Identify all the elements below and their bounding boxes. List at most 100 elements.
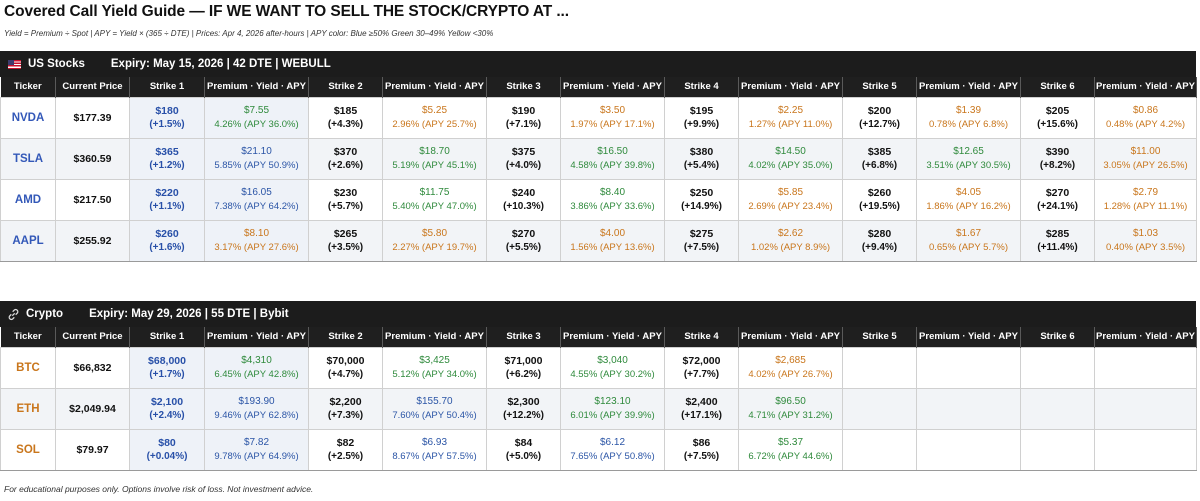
premium-value: $1.67 [955, 227, 982, 239]
premium-yield-cell: $123.10 6.01% (APY 39.9%) [560, 387, 665, 430]
strike-price: $265 [333, 227, 358, 240]
yield-apy-value: 4.02% (APY 35.0%) [748, 159, 833, 171]
premium-value: $96.50 [775, 395, 806, 407]
ticker-cell: AMD [0, 178, 56, 221]
premium-yield-cell [1094, 387, 1197, 430]
strike-price: $205 [1045, 104, 1070, 117]
yield-apy-value: 4.71% (APY 31.2%) [748, 409, 833, 421]
strike-cell: $2,400 (+17.1%) [664, 387, 739, 430]
strike-percent: (+12.7%) [859, 118, 900, 130]
strike-cell: $380 (+5.4%) [664, 137, 739, 180]
premium-yield-cell [916, 428, 1021, 471]
premium-yield-cell: $8.40 3.86% (APY 33.6%) [560, 178, 665, 221]
table-row: BTC $66,832 $68,000 (+1.7%) $4,310 6.45% (APY… [0, 346, 1197, 389]
yield-apy-value: 1.27% (APY 11.0%) [748, 118, 833, 130]
strike-cell [842, 428, 917, 471]
yield-apy-value: 5.40% (APY 47.0%) [392, 200, 477, 212]
strike-cell [842, 387, 917, 430]
premium-value: $4,310 [241, 354, 272, 366]
strike-percent: (+1.7%) [149, 368, 185, 380]
ticker-cell: NVDA [0, 96, 56, 139]
column-header: Premium · Yield · APY [560, 327, 665, 347]
strike-cell: $2,100 (+2.4%) [129, 387, 205, 430]
yield-apy-value: 1.56% (APY 13.6%) [570, 241, 655, 253]
strike-percent: (+19.5%) [859, 200, 900, 212]
yield-apy-value: 5.19% (APY 45.1%) [392, 159, 477, 171]
yield-apy-value: 1.28% (APY 11.1%) [1103, 200, 1188, 212]
current-price-cell: $177.39 [55, 96, 130, 139]
column-header: Strike 5 [842, 327, 917, 347]
strike-percent: (+4.3%) [327, 118, 364, 130]
strike-price: $250 [689, 186, 714, 199]
premium-yield-cell: $5.85 2.69% (APY 23.4%) [738, 178, 843, 221]
premium-yield-cell: $2.79 1.28% (APY 11.1%) [1094, 178, 1197, 221]
ticker-cell: BTC [0, 346, 56, 389]
strike-cell: $230 (+5.7%) [308, 178, 383, 221]
strike-price: $260 [867, 186, 892, 199]
strike-percent: (+15.6%) [1037, 118, 1078, 130]
yield-apy-value: 4.26% (APY 36.0%) [214, 118, 299, 130]
premium-yield-cell: $11.75 5.40% (APY 47.0%) [382, 178, 487, 221]
strike-cell: $82 (+2.5%) [308, 428, 383, 471]
premium-yield-cell: $2.62 1.02% (APY 8.9%) [738, 219, 843, 262]
strike-cell: $68,000 (+1.7%) [129, 346, 205, 389]
crypto-header-row: Ticker Current Price Strike 1 Premium · Yie… [0, 327, 1197, 347]
strike-percent: (+0.04%) [146, 450, 188, 462]
strike-percent: (+7.5%) [683, 450, 720, 462]
page-title: Covered Call Yield Guide — IF WE WANT TO… [4, 3, 569, 20]
strike-price: $84 [514, 436, 533, 449]
premium-yield-cell: $3,425 5.12% (APY 34.0%) [382, 346, 487, 389]
strike-percent: (+24.1%) [1037, 200, 1078, 212]
column-header: Premium · Yield · APY [382, 327, 487, 347]
column-header: Premium · Yield · APY [738, 327, 843, 347]
strike-cell: $70,000 (+4.7%) [308, 346, 383, 389]
strike-cell: $80 (+0.04%) [129, 428, 205, 471]
column-header: Strike 3 [486, 77, 561, 97]
yield-apy-value: 7.65% (APY 50.8%) [570, 450, 655, 462]
column-header: Strike 6 [1020, 77, 1095, 97]
strike-cell: $260 (+1.6%) [129, 219, 205, 262]
yield-apy-value: 4.55% (APY 30.2%) [570, 368, 655, 380]
strike-cell [842, 346, 917, 389]
strike-percent: (+12.2%) [503, 409, 544, 421]
strike-percent: (+1.1%) [149, 200, 185, 212]
premium-yield-cell: $4.00 1.56% (APY 13.6%) [560, 219, 665, 262]
yield-apy-value: 1.86% (APY 16.2%) [926, 200, 1011, 212]
premium-yield-cell: $5.37 6.72% (APY 44.6%) [738, 428, 843, 471]
premium-value: $0.86 [1132, 104, 1159, 116]
strike-cell: $275 (+7.5%) [664, 219, 739, 262]
strike-price: $80 [158, 436, 176, 449]
current-price-cell: $255.92 [55, 219, 130, 262]
premium-yield-cell: $12.65 3.51% (APY 30.5%) [916, 137, 1021, 180]
strike-cell: $390 (+8.2%) [1020, 137, 1095, 180]
yield-apy-value: 5.12% (APY 34.0%) [392, 368, 477, 380]
strike-percent: (+1.5%) [149, 118, 185, 130]
premium-yield-cell: $5.80 2.27% (APY 19.7%) [382, 219, 487, 262]
premium-yield-cell: $16.50 4.58% (APY 39.8%) [560, 137, 665, 180]
ticker-cell: ETH [0, 387, 56, 430]
strike-price: $195 [689, 104, 714, 117]
yield-apy-value: 9.78% (APY 64.9%) [214, 450, 299, 462]
yield-apy-value: 3.05% (APY 26.5%) [1103, 159, 1188, 171]
table-row: AAPL $255.92 $260 (+1.6%) $8.10 3.17% (APY 27… [0, 219, 1197, 262]
strike-percent: (+8.2%) [1039, 159, 1076, 171]
strike-percent: (+1.6%) [149, 241, 185, 253]
strike-cell: $365 (+1.2%) [129, 137, 205, 180]
strike-price: $240 [511, 186, 536, 199]
premium-value: $21.10 [241, 145, 272, 157]
premium-yield-cell: $18.70 5.19% (APY 45.1%) [382, 137, 487, 180]
premium-yield-cell: $7.82 9.78% (APY 64.9%) [204, 428, 309, 471]
column-header: Strike 4 [664, 327, 739, 347]
strike-percent: (+14.9%) [681, 200, 722, 212]
premium-value: $123.10 [594, 395, 631, 407]
premium-yield-cell: $21.10 5.85% (APY 50.9%) [204, 137, 309, 180]
yield-apy-value: 7.60% (APY 50.4%) [392, 409, 477, 421]
column-header: Ticker [0, 327, 56, 347]
strike-cell: $220 (+1.1%) [129, 178, 205, 221]
strike-percent: (+7.7%) [683, 368, 720, 380]
us-section-label: US Stocks [28, 58, 85, 70]
premium-value: $5.25 [421, 104, 448, 116]
link-icon [8, 308, 19, 320]
premium-value: $11.75 [419, 186, 450, 198]
strike-cell: $285 (+11.4%) [1020, 219, 1095, 262]
